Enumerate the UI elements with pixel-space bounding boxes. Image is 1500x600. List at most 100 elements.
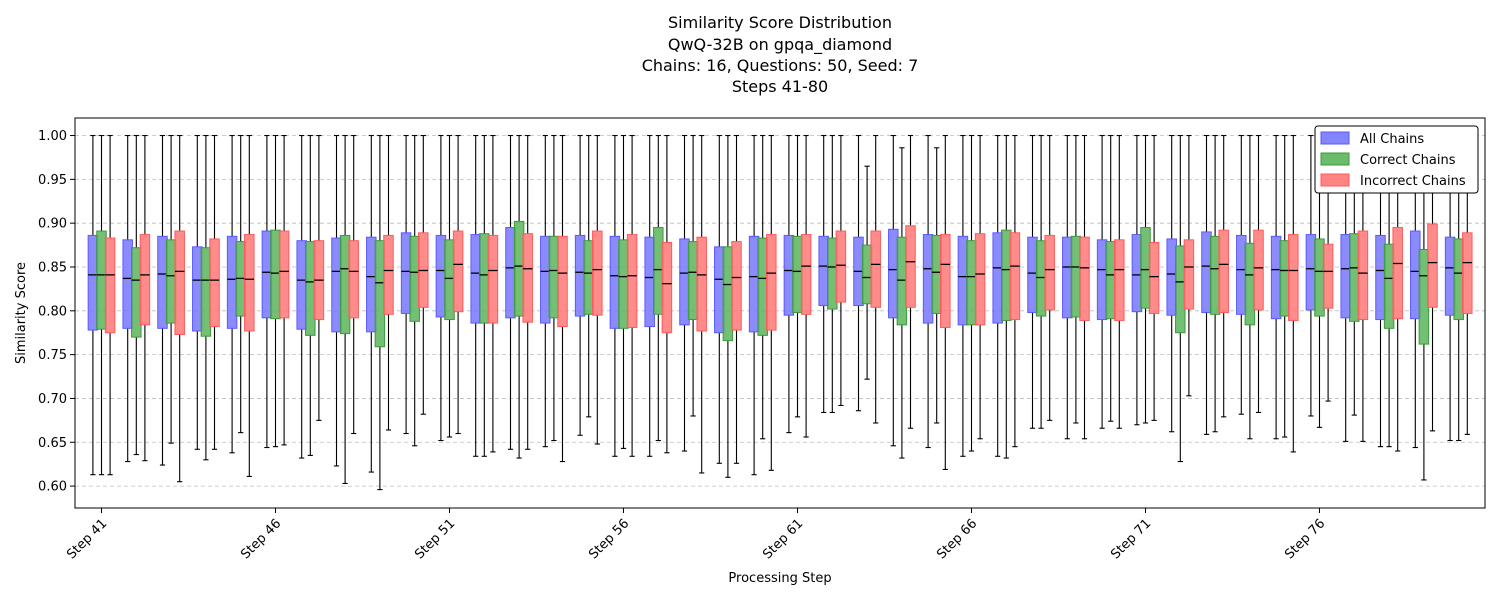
box-incorrect-chains-step-61 <box>800 134 812 438</box>
iqr-box <box>1253 229 1264 311</box>
iqr-box <box>618 239 629 329</box>
box-incorrect-chains-step-75 <box>1288 134 1299 453</box>
box-incorrect-chains-step-55 <box>592 134 603 445</box>
iqr-box <box>165 239 177 324</box>
box-incorrect-chains-step-60 <box>766 134 777 471</box>
box-all-chains-step-66 <box>957 134 969 457</box>
box-correct-chains-step-75 <box>1279 134 1290 438</box>
iqr-box <box>540 235 551 324</box>
box-correct-chains-step-63 <box>861 165 873 380</box>
box-correct-chains-step-57 <box>653 134 664 442</box>
iqr-box <box>792 235 803 314</box>
iqr-box <box>1209 235 1221 315</box>
box-all-chains-step-52 <box>470 134 481 457</box>
iqr-box <box>470 234 481 324</box>
x-tick-label: Step 51 <box>412 516 458 562</box>
iqr-box <box>366 236 377 333</box>
box-correct-chains-step-41 <box>96 134 107 476</box>
box-incorrect-chains-step-51 <box>452 134 464 435</box>
box-all-chains-step-73 <box>1201 134 1212 435</box>
iqr-box <box>1070 235 1082 318</box>
iqr-box <box>305 241 316 336</box>
box-incorrect-chains-step-52 <box>487 134 499 453</box>
iqr-box <box>278 230 290 319</box>
title-line-3: Chains: 16, Questions: 50, Seed: 7 <box>642 56 919 75</box>
box-incorrect-chains-step-48 <box>348 134 359 435</box>
iqr-box <box>818 235 829 307</box>
iqr-box <box>192 246 203 332</box>
box-incorrect-chains-step-54 <box>557 134 568 463</box>
iqr-box <box>870 230 881 308</box>
iqr-box <box>653 227 664 315</box>
box-correct-chains-step-44 <box>200 134 212 461</box>
iqr-box <box>644 236 655 328</box>
box-incorrect-chains-step-41 <box>104 134 116 476</box>
box-correct-chains-step-72 <box>1175 134 1186 463</box>
iqr-box <box>1096 239 1108 321</box>
box-all-chains-step-63 <box>853 134 864 412</box>
box-all-chains-step-41 <box>87 134 99 476</box>
box-all-chains-step-72 <box>1166 134 1177 433</box>
iqr-box <box>1009 232 1021 321</box>
iqr-box <box>131 247 142 338</box>
box-correct-chains-step-71 <box>1140 134 1151 424</box>
box-all-chains-step-62 <box>818 134 829 414</box>
box-incorrect-chains-step-47 <box>313 134 325 421</box>
iqr-box <box>1105 241 1116 320</box>
iqr-box <box>557 235 568 328</box>
iqr-box <box>1349 233 1360 322</box>
box-incorrect-chains-step-50 <box>418 134 429 415</box>
x-tick-label: Step 61 <box>760 516 806 562</box>
iqr-box <box>1244 242 1256 326</box>
box-series <box>87 134 1473 491</box>
y-tick-label: 0.95 <box>38 173 67 188</box>
y-axis-ticks: 0.60 0.65 0.70 0.75 0.80 0.85 0.90 0.95 1.00 <box>38 129 75 495</box>
legend-label-correct: Correct Chains <box>1360 153 1456 168</box>
legend-label-all: All Chains <box>1360 132 1424 147</box>
iqr-box <box>261 230 273 319</box>
iqr-box <box>505 227 516 319</box>
iqr-box <box>270 229 281 320</box>
iqr-box <box>896 236 908 326</box>
x-axis-ticks: Step 41 Step 46 Step 51 Step 56 Step 61 Step … <box>64 508 1328 562</box>
iqr-box <box>574 234 586 317</box>
box-all-chains-step-75 <box>1270 134 1282 440</box>
box-incorrect-chains-step-70 <box>1114 134 1125 429</box>
iqr-box <box>1236 234 1247 315</box>
box-correct-chains-step-73 <box>1209 134 1221 433</box>
legend-frame <box>1314 125 1479 194</box>
chart-title: Similarity Score Distribution QwQ-32B on… <box>642 13 919 96</box>
iqr-box <box>835 230 847 303</box>
box-all-chains-step-58 <box>679 134 690 452</box>
y-tick-label: 0.80 <box>38 304 67 319</box>
box-correct-chains-step-61 <box>792 134 803 418</box>
iqr-box <box>722 246 734 342</box>
title-line-4: Steps 41-80 <box>732 77 828 96</box>
iqr-box <box>1114 239 1125 321</box>
box-incorrect-chains-step-49 <box>383 134 394 431</box>
box-correct-chains-step-59 <box>722 134 734 478</box>
iqr-box <box>583 240 594 315</box>
iqr-box <box>174 230 185 335</box>
box-correct-chains-step-74 <box>1244 134 1256 440</box>
iqr-box <box>487 234 499 324</box>
iqr-box <box>296 240 307 330</box>
box-correct-chains-step-53 <box>513 134 525 459</box>
box-incorrect-chains-step-57 <box>661 134 673 454</box>
box-all-chains-step-44 <box>192 134 203 450</box>
x-tick-label: Step 71 <box>1108 516 1154 562</box>
iqr-box <box>409 235 420 322</box>
box-correct-chains-step-70 <box>1105 134 1116 422</box>
iqr-box <box>957 235 969 326</box>
y-tick-label: 0.90 <box>38 217 67 232</box>
iqr-box <box>87 234 99 331</box>
box-incorrect-chains-step-72 <box>1183 134 1195 397</box>
iqr-box <box>888 228 899 319</box>
legend: All Chains Correct Chains Incorrect Chai… <box>1314 125 1479 194</box>
iqr-box <box>348 240 359 319</box>
box-incorrect-chains-step-53 <box>522 134 533 450</box>
box-incorrect-chains-step-63 <box>870 134 881 424</box>
iqr-box <box>1183 239 1195 310</box>
iqr-box <box>1462 232 1473 314</box>
